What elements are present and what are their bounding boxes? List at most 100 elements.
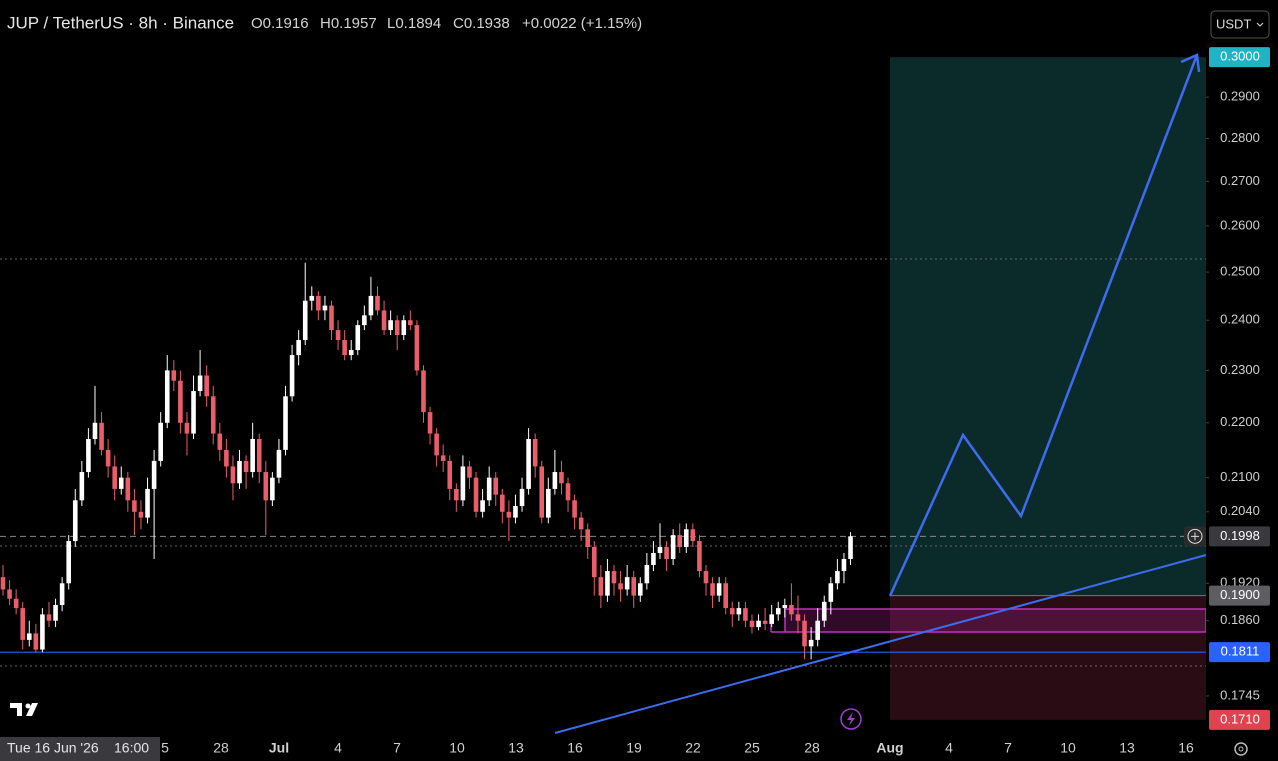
y-tick-label: 0.2800 — [1220, 130, 1260, 145]
candle-body — [59, 583, 65, 605]
x-tick-label: 7 — [1004, 740, 1012, 756]
overlays — [10, 53, 1207, 734]
candle-body — [729, 608, 735, 615]
candle-body — [440, 455, 446, 461]
candle-body — [171, 370, 177, 381]
y-tick-label: 0.2040 — [1220, 503, 1260, 518]
candle-body — [79, 472, 85, 501]
candle-body — [769, 614, 774, 624]
y-tick-label: 0.2500 — [1220, 264, 1260, 279]
candle-body — [388, 320, 393, 331]
candle-body — [86, 438, 91, 473]
candle-body — [815, 620, 820, 640]
ohlc-close: C0.1938 — [453, 15, 510, 32]
price-label-bg — [1209, 709, 1270, 730]
x-tick-label: 10 — [1060, 740, 1076, 756]
x-tick-label: 22 — [685, 740, 701, 756]
x-tick-label: 13 — [1119, 740, 1135, 756]
x-tick-label: 4 — [945, 740, 953, 756]
lightning-button[interactable] — [840, 708, 862, 730]
candle-body — [256, 438, 262, 473]
candle-body — [585, 529, 591, 548]
candle-body — [329, 305, 334, 331]
candle-body — [598, 577, 604, 596]
candle-body — [151, 460, 157, 489]
candle-body — [631, 577, 637, 596]
price-label: 0.1710 — [1220, 711, 1260, 726]
profit-zone — [890, 57, 1206, 596]
candle-body — [289, 355, 295, 397]
x-tick-label: 16 — [567, 740, 583, 756]
ohlc-low: L0.1894 — [387, 15, 441, 32]
candle-body — [191, 391, 196, 434]
candle-body — [506, 511, 512, 518]
candle-body — [237, 460, 242, 484]
candle-body — [821, 601, 827, 621]
crosshair-time: 16:00 — [114, 740, 149, 756]
candle-body — [480, 500, 485, 512]
candle-body — [716, 583, 722, 596]
currency-button[interactable] — [1210, 10, 1270, 39]
stop-zone — [890, 595, 1206, 720]
candle-body — [657, 547, 663, 553]
plus-icon — [1187, 528, 1203, 544]
candle-body — [414, 325, 420, 371]
price-axis: 0.2900 0.2800 0.2700 0.2600 0.2500 0.2400 0.23… — [161, 40, 1278, 756]
price-label-bg — [1209, 526, 1270, 547]
price-label-bg — [1209, 642, 1270, 663]
candle-body — [486, 477, 492, 501]
candle-body — [348, 350, 354, 356]
x-tick-label: 7 — [393, 740, 401, 756]
x-tick-label: 25 — [744, 740, 760, 756]
candle-body — [454, 488, 459, 501]
y-tick-label: 0.2300 — [1220, 362, 1260, 377]
x-tick-label: 28 — [213, 740, 229, 756]
candle-body — [789, 604, 794, 615]
candle-body — [40, 614, 45, 650]
axis-bg — [1206, 40, 1278, 740]
candle-body — [775, 608, 781, 615]
candle-body — [552, 472, 558, 489]
y-tick-label: 0.2200 — [1220, 414, 1260, 429]
plus-icon — [1191, 532, 1199, 541]
crosshair-date: Tue 16 Jun '26 — [7, 740, 99, 756]
candle-body — [565, 483, 571, 501]
candle-body — [572, 500, 577, 518]
crosshair-box — [0, 737, 160, 761]
candle-body — [532, 438, 538, 467]
y-tick-label: 0.2400 — [1220, 312, 1260, 327]
x-tick-label: 10 — [449, 740, 465, 756]
candle-body — [7, 589, 12, 599]
candle-body — [210, 396, 216, 434]
ohlc-high: H0.1957 — [320, 15, 377, 32]
currency-chevron — [1256, 22, 1264, 27]
tv-logo — [10, 703, 38, 716]
lightning-icon — [847, 712, 855, 726]
x-tick-label: 16 — [1178, 740, 1194, 756]
candle-body — [362, 315, 367, 326]
candle-body — [782, 604, 788, 609]
candle-body — [401, 320, 407, 336]
candle-body — [0, 577, 6, 590]
candle-body — [178, 380, 183, 423]
candle-body — [13, 598, 19, 609]
candle-body — [20, 608, 26, 640]
candle-body — [467, 466, 472, 478]
candle-body — [664, 547, 669, 559]
candle-body — [690, 529, 696, 542]
candle-body — [302, 300, 308, 341]
candle-body — [749, 620, 755, 628]
candle-body — [197, 375, 203, 392]
candle-body — [204, 375, 209, 397]
candle-body — [99, 422, 104, 450]
candle-body — [736, 608, 742, 615]
candle-body — [624, 577, 630, 590]
settings-icon[interactable] — [1234, 742, 1248, 756]
candle-body — [618, 583, 623, 590]
candle-body — [644, 565, 650, 584]
candle-body — [250, 438, 255, 473]
candle-body — [526, 438, 531, 489]
y-tick-label: 0.2100 — [1220, 469, 1260, 484]
candle-body — [184, 422, 190, 434]
